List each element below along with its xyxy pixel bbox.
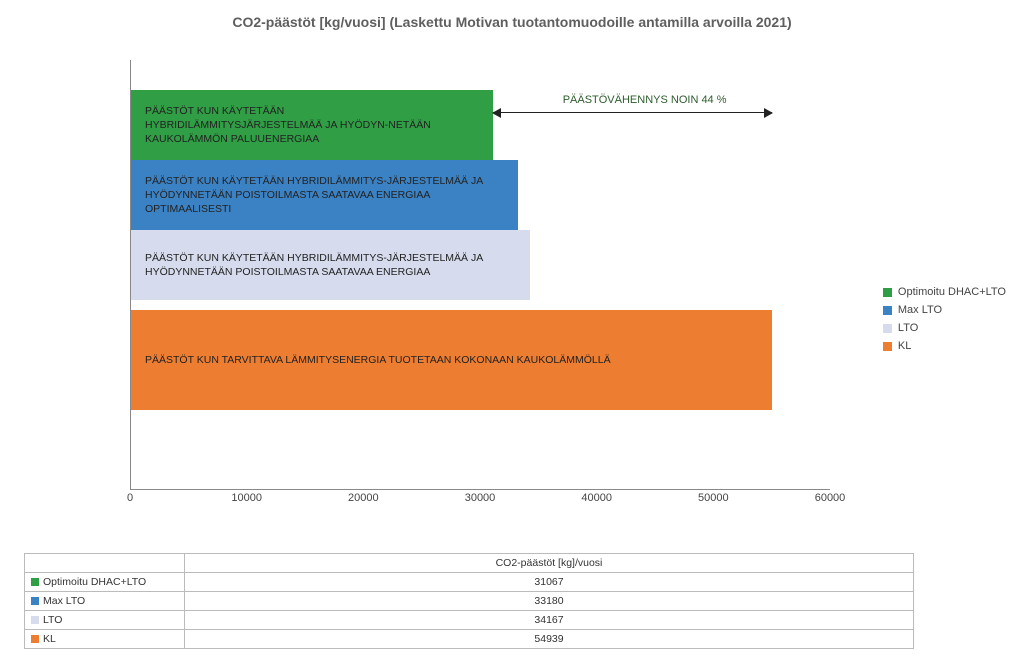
table-row-label: LTO [25,611,185,630]
bar-label-lto: PÄÄSTÖT KUN KÄYTETÄÄN HYBRIDILÄMMITYS-JÄ… [145,251,497,279]
x-tick: 10000 [231,492,262,504]
annotation-text: PÄÄSTÖVÄHENNYS NOIN 44 % [563,94,727,106]
table-swatch [31,578,39,586]
bar-maxlto: PÄÄSTÖT KUN KÄYTETÄÄN HYBRIDILÄMMITYS-JÄ… [131,160,518,230]
legend-item: Max LTO [883,304,1006,316]
legend-swatch [883,324,892,333]
bar-opt: PÄÄSTÖT KUN KÄYTETÄÄN HYBRIDILÄMMITYSJÄR… [131,90,493,160]
bar-lto: PÄÄSTÖT KUN KÄYTETÄÄN HYBRIDILÄMMITYS-JÄ… [131,230,530,300]
reduction-annotation: PÄÄSTÖVÄHENNYS NOIN 44 % [493,112,772,113]
table-row: LTO 34167 [25,611,914,630]
x-tick: 60000 [815,492,846,504]
legend-item: LTO [883,322,1006,334]
bar-label-maxlto: PÄÄSTÖT KUN KÄYTETÄÄN HYBRIDILÄMMITYS-JÄ… [145,174,486,217]
table-swatch [31,635,39,643]
table-row-label-text: LTO [43,614,62,626]
bar-kl: PÄÄSTÖT KUN TARVITTAVA LÄMMITYSENERGIA T… [131,310,772,410]
table-row: Max LTO 33180 [25,592,914,611]
table-swatch [31,616,39,624]
table-row-label-text: Max LTO [43,595,85,607]
table-row: KL 54939 [25,630,914,649]
x-axis-ticks: 0100002000030000400005000060000 [130,492,830,512]
x-tick: 0 [127,492,133,504]
x-tick: 50000 [698,492,729,504]
legend-label: KL [898,340,911,352]
chart-title: CO2-päästöt [kg/vuosi] (Laskettu Motivan… [0,0,1024,36]
table-row-label: Max LTO [25,592,185,611]
x-tick: 20000 [348,492,379,504]
x-tick: 30000 [465,492,496,504]
table-row-value: 33180 [185,592,914,611]
legend-swatch [883,342,892,351]
plot: PÄÄSTÖT KUN KÄYTETÄÄN HYBRIDILÄMMITYSJÄR… [130,60,830,490]
legend-swatch [883,306,892,315]
data-table: CO2-päästöt [kg]/vuosi Optimoitu DHAC+LT… [24,553,914,649]
table-row-label-text: KL [43,633,56,645]
table-corner [25,554,185,573]
table-row-label-text: Optimoitu DHAC+LTO [43,576,146,588]
legend-label: Optimoitu DHAC+LTO [898,286,1006,298]
table-row-value: 34167 [185,611,914,630]
table-row-label: KL [25,630,185,649]
table-swatch [31,597,39,605]
table-row-value: 54939 [185,630,914,649]
legend: Optimoitu DHAC+LTO Max LTO LTO KL [883,280,1006,358]
bar-label-opt: PÄÄSTÖT KUN KÄYTETÄÄN HYBRIDILÄMMITYSJÄR… [145,104,463,147]
legend-swatch [883,288,892,297]
x-tick: 40000 [581,492,612,504]
legend-item: Optimoitu DHAC+LTO [883,286,1006,298]
table-row-label: Optimoitu DHAC+LTO [25,573,185,592]
table-row-value: 31067 [185,573,914,592]
legend-label: Max LTO [898,304,942,316]
legend-label: LTO [898,322,918,334]
table-row: Optimoitu DHAC+LTO 31067 [25,573,914,592]
chart-plot-area: PÄÄSTÖT KUN KÄYTETÄÄN HYBRIDILÄMMITYSJÄR… [130,60,830,490]
arrow-line [493,112,772,113]
table-header: CO2-päästöt [kg]/vuosi [185,554,914,573]
bar-label-kl: PÄÄSTÖT KUN TARVITTAVA LÄMMITYSENERGIA T… [145,353,611,367]
legend-item: KL [883,340,1006,352]
